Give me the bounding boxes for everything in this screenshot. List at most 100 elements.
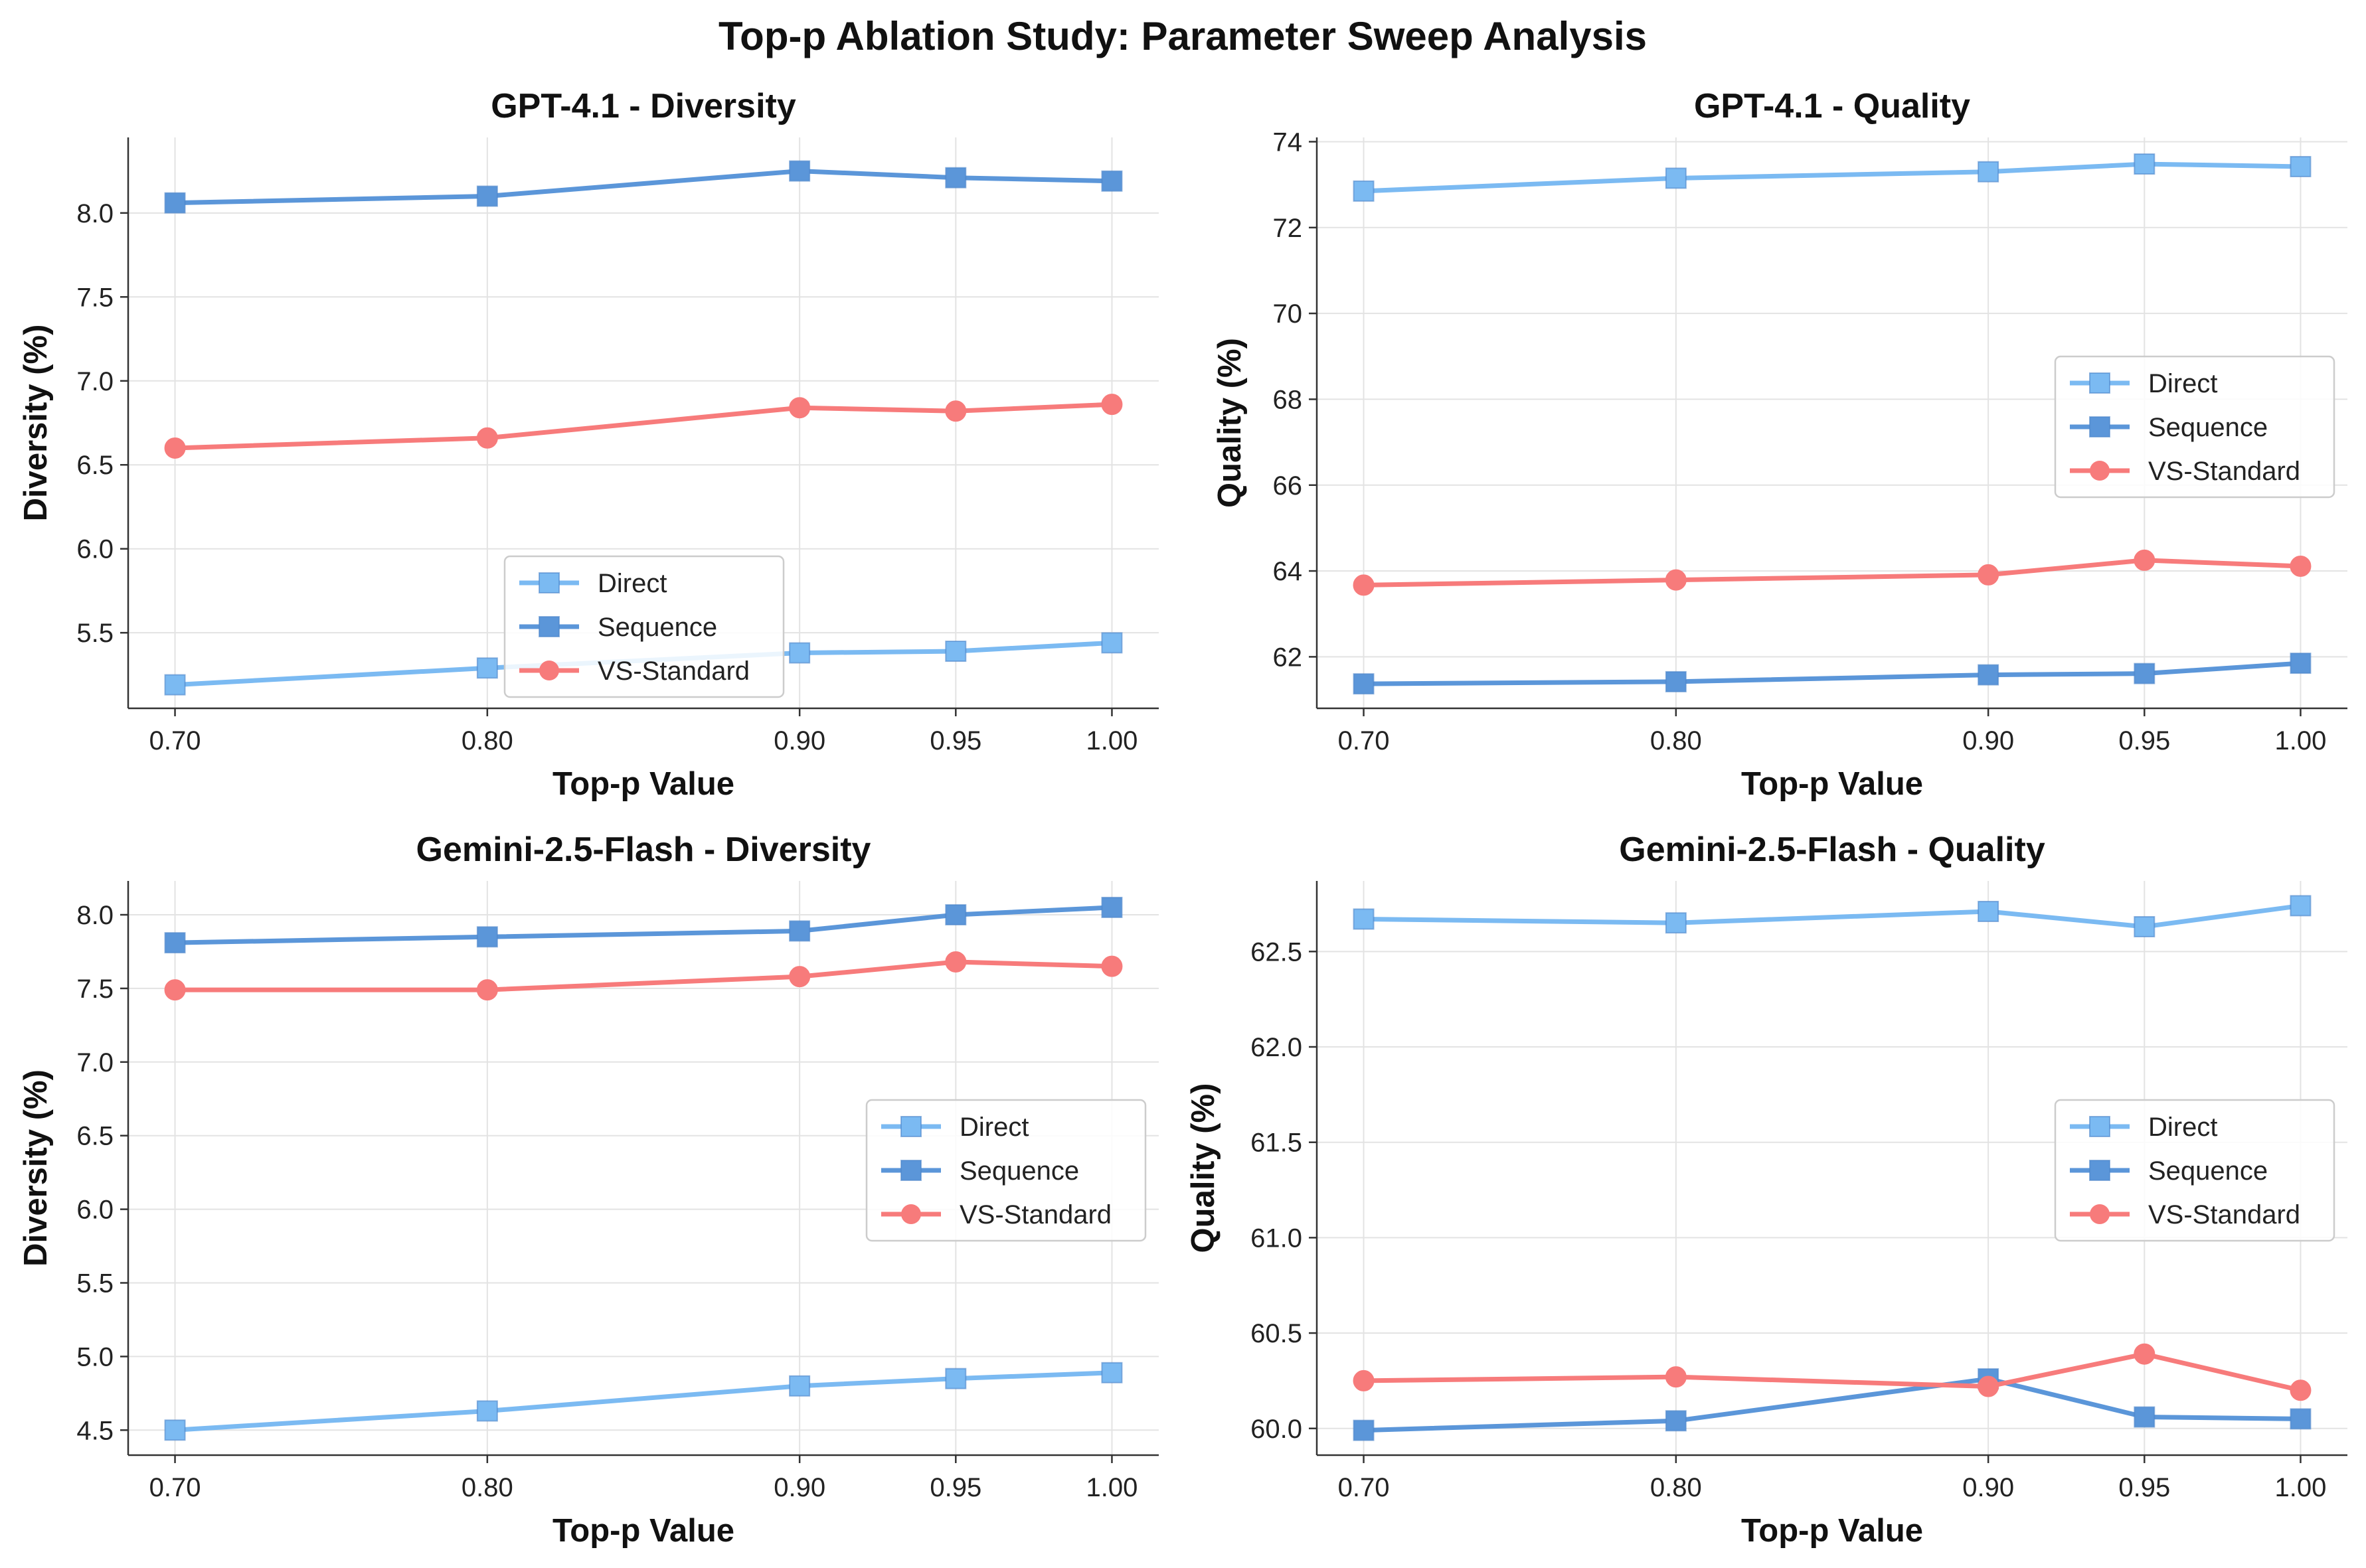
panel-title: GPT-4.1 - Diversity [491, 87, 796, 125]
x-tick-label: 0.90 [774, 726, 825, 755]
series-line-direct [1363, 161, 2301, 194]
legend-marker-vs-standard [2090, 1204, 2110, 1224]
data-point-vs-standard [1101, 394, 1123, 416]
data-point-vs-standard [1101, 955, 1123, 977]
y-tick-label: 62 [1273, 643, 1303, 672]
y-tick-label: 61.5 [1250, 1129, 1302, 1158]
legend-label-sequence: Sequence [598, 613, 717, 642]
series-line-vs-standard [175, 959, 1112, 992]
legend: Direct Sequence VS-Standard [2054, 1099, 2335, 1242]
legend-marker-vs-standard [539, 661, 559, 680]
data-point-direct [1353, 180, 1375, 202]
series-line-direct [175, 1370, 1112, 1433]
data-point-direct [476, 1400, 498, 1422]
series-line-direct [1363, 903, 2301, 929]
x-tick-label: 0.80 [462, 1473, 513, 1502]
y-axis-label: Quality (%) [1185, 1083, 1221, 1253]
y-tick-label: 4.5 [76, 1416, 114, 1445]
data-point-vs-standard [1353, 574, 1375, 596]
data-point-vs-standard [1978, 564, 1999, 586]
data-point-vs-standard [164, 437, 186, 459]
x-tick-label: 0.70 [1338, 1473, 1390, 1502]
series-line-sequence [175, 169, 1112, 206]
data-point-direct [945, 1368, 967, 1389]
data-point-direct [1101, 632, 1123, 654]
x-tick-label: 0.70 [1338, 726, 1390, 755]
data-point-sequence [789, 920, 811, 942]
data-point-direct [2134, 915, 2155, 937]
y-tick-label: 7.0 [76, 1048, 114, 1077]
x-tick-label: 0.95 [930, 726, 981, 755]
data-point-direct [945, 641, 967, 662]
data-point-direct [1665, 167, 1687, 189]
data-point-vs-standard [2290, 555, 2312, 577]
data-point-direct [2134, 153, 2155, 175]
y-tick-label: 72 [1273, 214, 1303, 243]
data-point-sequence [945, 904, 967, 926]
legend-label-vs-standard: VS-Standard [960, 1200, 1112, 1229]
y-tick-label: 7.0 [76, 367, 114, 396]
data-point-vs-standard [2134, 1343, 2155, 1365]
legend-label-sequence: Sequence [960, 1156, 1079, 1186]
data-point-direct [789, 642, 811, 664]
x-tick-label: 1.00 [2275, 1473, 2327, 1502]
legend-marker-vs-standard [901, 1204, 921, 1224]
data-point-sequence [476, 926, 498, 948]
legend-label-direct: Direct [598, 569, 667, 598]
y-tick-label: 74 [1273, 127, 1303, 157]
data-point-sequence [2290, 1408, 2312, 1430]
series-line-vs-standard [175, 402, 1112, 451]
data-point-sequence [1353, 673, 1375, 695]
data-point-sequence [1101, 896, 1123, 918]
x-tick-label: 0.95 [930, 1473, 981, 1502]
x-tick-label: 1.00 [2275, 726, 2327, 755]
data-point-direct [1101, 1362, 1123, 1383]
data-point-vs-standard [945, 400, 967, 422]
panel-title: Gemini-2.5-Flash - Quality [1619, 830, 2045, 869]
data-point-vs-standard [789, 397, 811, 419]
data-point-direct [2290, 155, 2312, 177]
y-tick-label: 7.5 [76, 283, 114, 312]
data-point-vs-standard [1353, 1370, 1375, 1391]
y-axis-label: Quality (%) [1212, 338, 1248, 508]
y-tick-label: 6.5 [76, 1122, 114, 1151]
legend: Direct Sequence VS-Standard [2054, 355, 2335, 499]
x-tick-label: 0.80 [462, 726, 513, 755]
y-tick-label: 6.5 [76, 451, 114, 480]
data-point-sequence [164, 192, 186, 214]
y-axis-label: Diversity (%) [18, 1069, 54, 1267]
panel-2: 62 64 66 68 70 72 74 0.70 0.80 0.90 0.95 1.00 GPT-4.… [1212, 87, 2347, 802]
data-point-sequence [2134, 663, 2155, 684]
legend-label-vs-standard: VS-Standard [2148, 457, 2300, 486]
legend-marker-sequence [2089, 416, 2110, 437]
data-point-sequence [789, 160, 811, 182]
data-point-direct [789, 1375, 811, 1397]
y-tick-label: 6.0 [76, 1196, 114, 1225]
data-point-direct [1665, 912, 1687, 934]
data-point-direct [164, 674, 186, 696]
legend-label-sequence: Sequence [2148, 1156, 2268, 1186]
data-point-vs-standard [1665, 1366, 1687, 1388]
series-line-sequence [1363, 661, 2301, 686]
series-line-vs-standard [1363, 558, 2301, 588]
data-point-direct [1978, 161, 1999, 183]
x-tick-label: 0.95 [2118, 726, 2170, 755]
data-point-vs-standard [945, 951, 967, 973]
legend-label-vs-standard: VS-Standard [598, 657, 750, 686]
data-point-sequence [164, 932, 186, 954]
y-tick-label: 70 [1273, 299, 1303, 329]
chart-panels: 5.5 6.0 6.5 7.0 7.5 8.0 0.70 0.80 0.90 0.95 1.00 GP… [18, 87, 2347, 1549]
data-point-sequence [1101, 170, 1123, 192]
data-point-sequence [1665, 670, 1687, 692]
panel-4: 60.0 60.5 61.0 61.5 62.0 62.5 0.70 0.80 0.90 0.95… [1185, 830, 2347, 1549]
data-point-direct [2290, 895, 2312, 917]
x-tick-label: 1.00 [1086, 1473, 1138, 1502]
panel-3: 4.5 5.0 5.5 6.0 6.5 7.0 7.5 8.0 0.70 0.80 0.90 0.95… [18, 830, 1159, 1549]
series-line-sequence [1363, 1376, 2301, 1433]
legend-marker-direct [539, 572, 560, 593]
x-axis-label: Top-p Value [552, 1513, 734, 1549]
data-point-vs-standard [476, 427, 498, 449]
legend-marker-direct [2089, 372, 2110, 394]
y-tick-label: 5.0 [76, 1342, 114, 1372]
y-tick-label: 62.5 [1250, 937, 1302, 967]
